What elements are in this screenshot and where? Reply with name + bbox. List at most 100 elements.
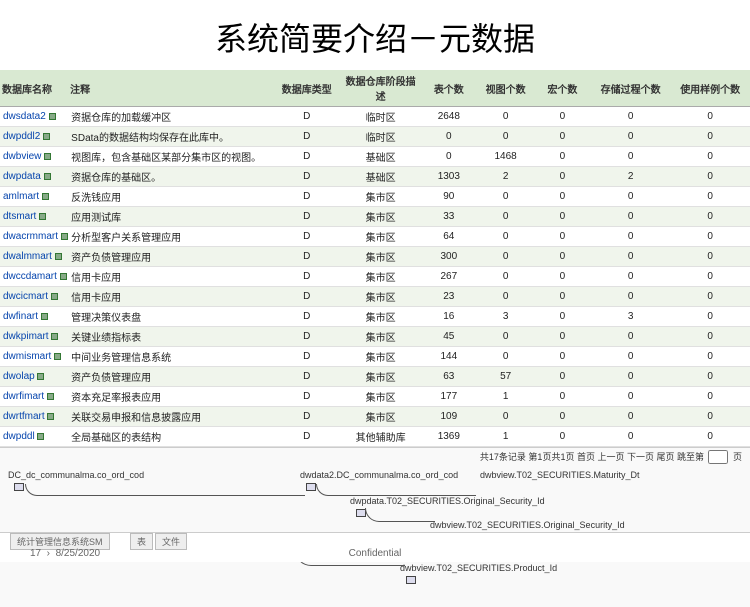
expand-icon[interactable]: [61, 233, 68, 240]
cell: 集市区: [341, 407, 421, 427]
pager[interactable]: 共17条记录 第1页共1页 首页 上一页 下一页 尾页 跳至第 页: [478, 450, 744, 464]
db-link[interactable]: dwkpimart: [3, 331, 49, 342]
node-sec1[interactable]: dwbview.T02_SECURITIES.Maturity_Dt: [480, 470, 640, 480]
expand-icon[interactable]: [55, 253, 62, 260]
expand-icon[interactable]: [43, 133, 50, 140]
node-sec2[interactable]: dwpdata.T02_SECURITIES.Original_Security…: [350, 496, 545, 506]
cell: 64: [420, 227, 477, 247]
cell: 0: [534, 347, 591, 367]
db-link[interactable]: dwccdamart: [3, 271, 57, 282]
cell: 109: [420, 407, 477, 427]
cell: SData的数据结构均保存在此库中。: [68, 127, 273, 147]
col-header: 宏个数: [534, 70, 591, 107]
table-row: amlmart 反洗钱应用D集市区900000: [0, 187, 750, 207]
expand-icon[interactable]: [49, 113, 56, 120]
cell: 0: [534, 247, 591, 267]
expand-icon[interactable]: [54, 353, 61, 360]
cell: 0: [477, 347, 534, 367]
cell: 基础区: [341, 147, 421, 167]
cell: D: [273, 247, 341, 267]
table-row: dwbview 视图库，包含基础区某部分集市区的视图。D基础区01468000: [0, 147, 750, 167]
expand-icon[interactable]: [51, 333, 58, 340]
expand-icon[interactable]: [47, 413, 54, 420]
node-topright[interactable]: dwdata2.DC_communalma.co_ord_cod: [300, 470, 458, 480]
db-link[interactable]: dwacrmmart: [3, 231, 58, 242]
db-link[interactable]: dwsdata2: [3, 111, 46, 122]
cell: 临时区: [341, 107, 421, 127]
db-link[interactable]: amlmart: [3, 191, 39, 202]
table-row: dwalmmart 资产负债管理应用D集市区3000000: [0, 247, 750, 267]
col-header: 注释: [68, 70, 273, 107]
cell: 90: [420, 187, 477, 207]
cell: 0: [534, 267, 591, 287]
table-row: dwacrmmart 分析型客户关系管理应用D集市区640000: [0, 227, 750, 247]
expand-icon[interactable]: [44, 153, 51, 160]
expand-icon[interactable]: [47, 393, 54, 400]
cell: 0: [477, 407, 534, 427]
col-header: 使用样例个数: [670, 70, 750, 107]
cell: 33: [420, 207, 477, 227]
db-link[interactable]: dwpddl2: [3, 131, 40, 142]
db-link[interactable]: dwfinart: [3, 311, 38, 322]
cell: 300: [420, 247, 477, 267]
page-input[interactable]: [708, 450, 728, 464]
cell: 中间业务管理信息系统: [68, 347, 273, 367]
cell: 0: [591, 127, 671, 147]
expand-icon[interactable]: [51, 293, 58, 300]
col-header: 视图个数: [477, 70, 534, 107]
cell: 其他辅助库: [341, 427, 421, 447]
expand-icon[interactable]: [37, 373, 44, 380]
cell: 1: [477, 387, 534, 407]
expand-icon[interactable]: [39, 213, 46, 220]
expand-icon[interactable]: [42, 193, 49, 200]
table-row: dwccdamart 信用卡应用D集市区2670000: [0, 267, 750, 287]
cell: 2: [591, 167, 671, 187]
cell: 0: [670, 387, 750, 407]
cell: 0: [591, 287, 671, 307]
db-link[interactable]: dwalmmart: [3, 251, 52, 262]
db-link[interactable]: dwmismart: [3, 351, 51, 362]
db-link[interactable]: dwrfimart: [3, 391, 44, 402]
cell: 0: [591, 327, 671, 347]
db-link[interactable]: dwbview: [3, 151, 41, 162]
cell: 0: [670, 267, 750, 287]
expand-icon[interactable]: [44, 173, 51, 180]
cell: 0: [591, 147, 671, 167]
cell: 集市区: [341, 247, 421, 267]
cell: 集市区: [341, 387, 421, 407]
cell: 0: [670, 107, 750, 127]
expand-icon[interactable]: [41, 313, 48, 320]
db-link[interactable]: dtsmart: [3, 211, 36, 222]
node-sec5[interactable]: dwbview.T02_SECURITIES.Product_Id: [400, 563, 557, 573]
cell: D: [273, 427, 341, 447]
db-link[interactable]: dwrtfmart: [3, 411, 45, 422]
db-link[interactable]: dwcicmart: [3, 291, 48, 302]
db-link[interactable]: dwolap: [3, 371, 35, 382]
db-link[interactable]: dwpddl: [3, 431, 35, 442]
expand-icon[interactable]: [37, 433, 44, 440]
node-sec3[interactable]: dwbview.T02_SECURITIES.Original_Security…: [430, 520, 625, 530]
col-header: 数据库类型: [273, 70, 341, 107]
cell: 3: [591, 307, 671, 327]
cell: 信用卡应用: [68, 267, 273, 287]
col-header: 数据仓库阶段描述: [341, 70, 421, 107]
btn-file[interactable]: 文件: [155, 533, 187, 550]
cell: 0: [670, 347, 750, 367]
cell: 144: [420, 347, 477, 367]
cell: 0: [670, 227, 750, 247]
cell: 集市区: [341, 207, 421, 227]
cell: 信用卡应用: [68, 287, 273, 307]
db-link[interactable]: dwpdata: [3, 171, 41, 182]
cell: 2648: [420, 107, 477, 127]
col-header: 表个数: [420, 70, 477, 107]
cell: 0: [534, 287, 591, 307]
expand-icon[interactable]: [60, 273, 67, 280]
cell: 0: [534, 227, 591, 247]
cell: 0: [591, 187, 671, 207]
table-row: dwkpimart 关键业绩指标表D集市区450000: [0, 327, 750, 347]
table-row: dwpddl 全局基础区的表结构D其他辅助库13691000: [0, 427, 750, 447]
cell: 应用测试库: [68, 207, 273, 227]
cell: 1369: [420, 427, 477, 447]
btn-table[interactable]: 表: [130, 533, 153, 550]
node-topleft[interactable]: DC_dc_communalma.co_ord_cod: [8, 470, 144, 480]
